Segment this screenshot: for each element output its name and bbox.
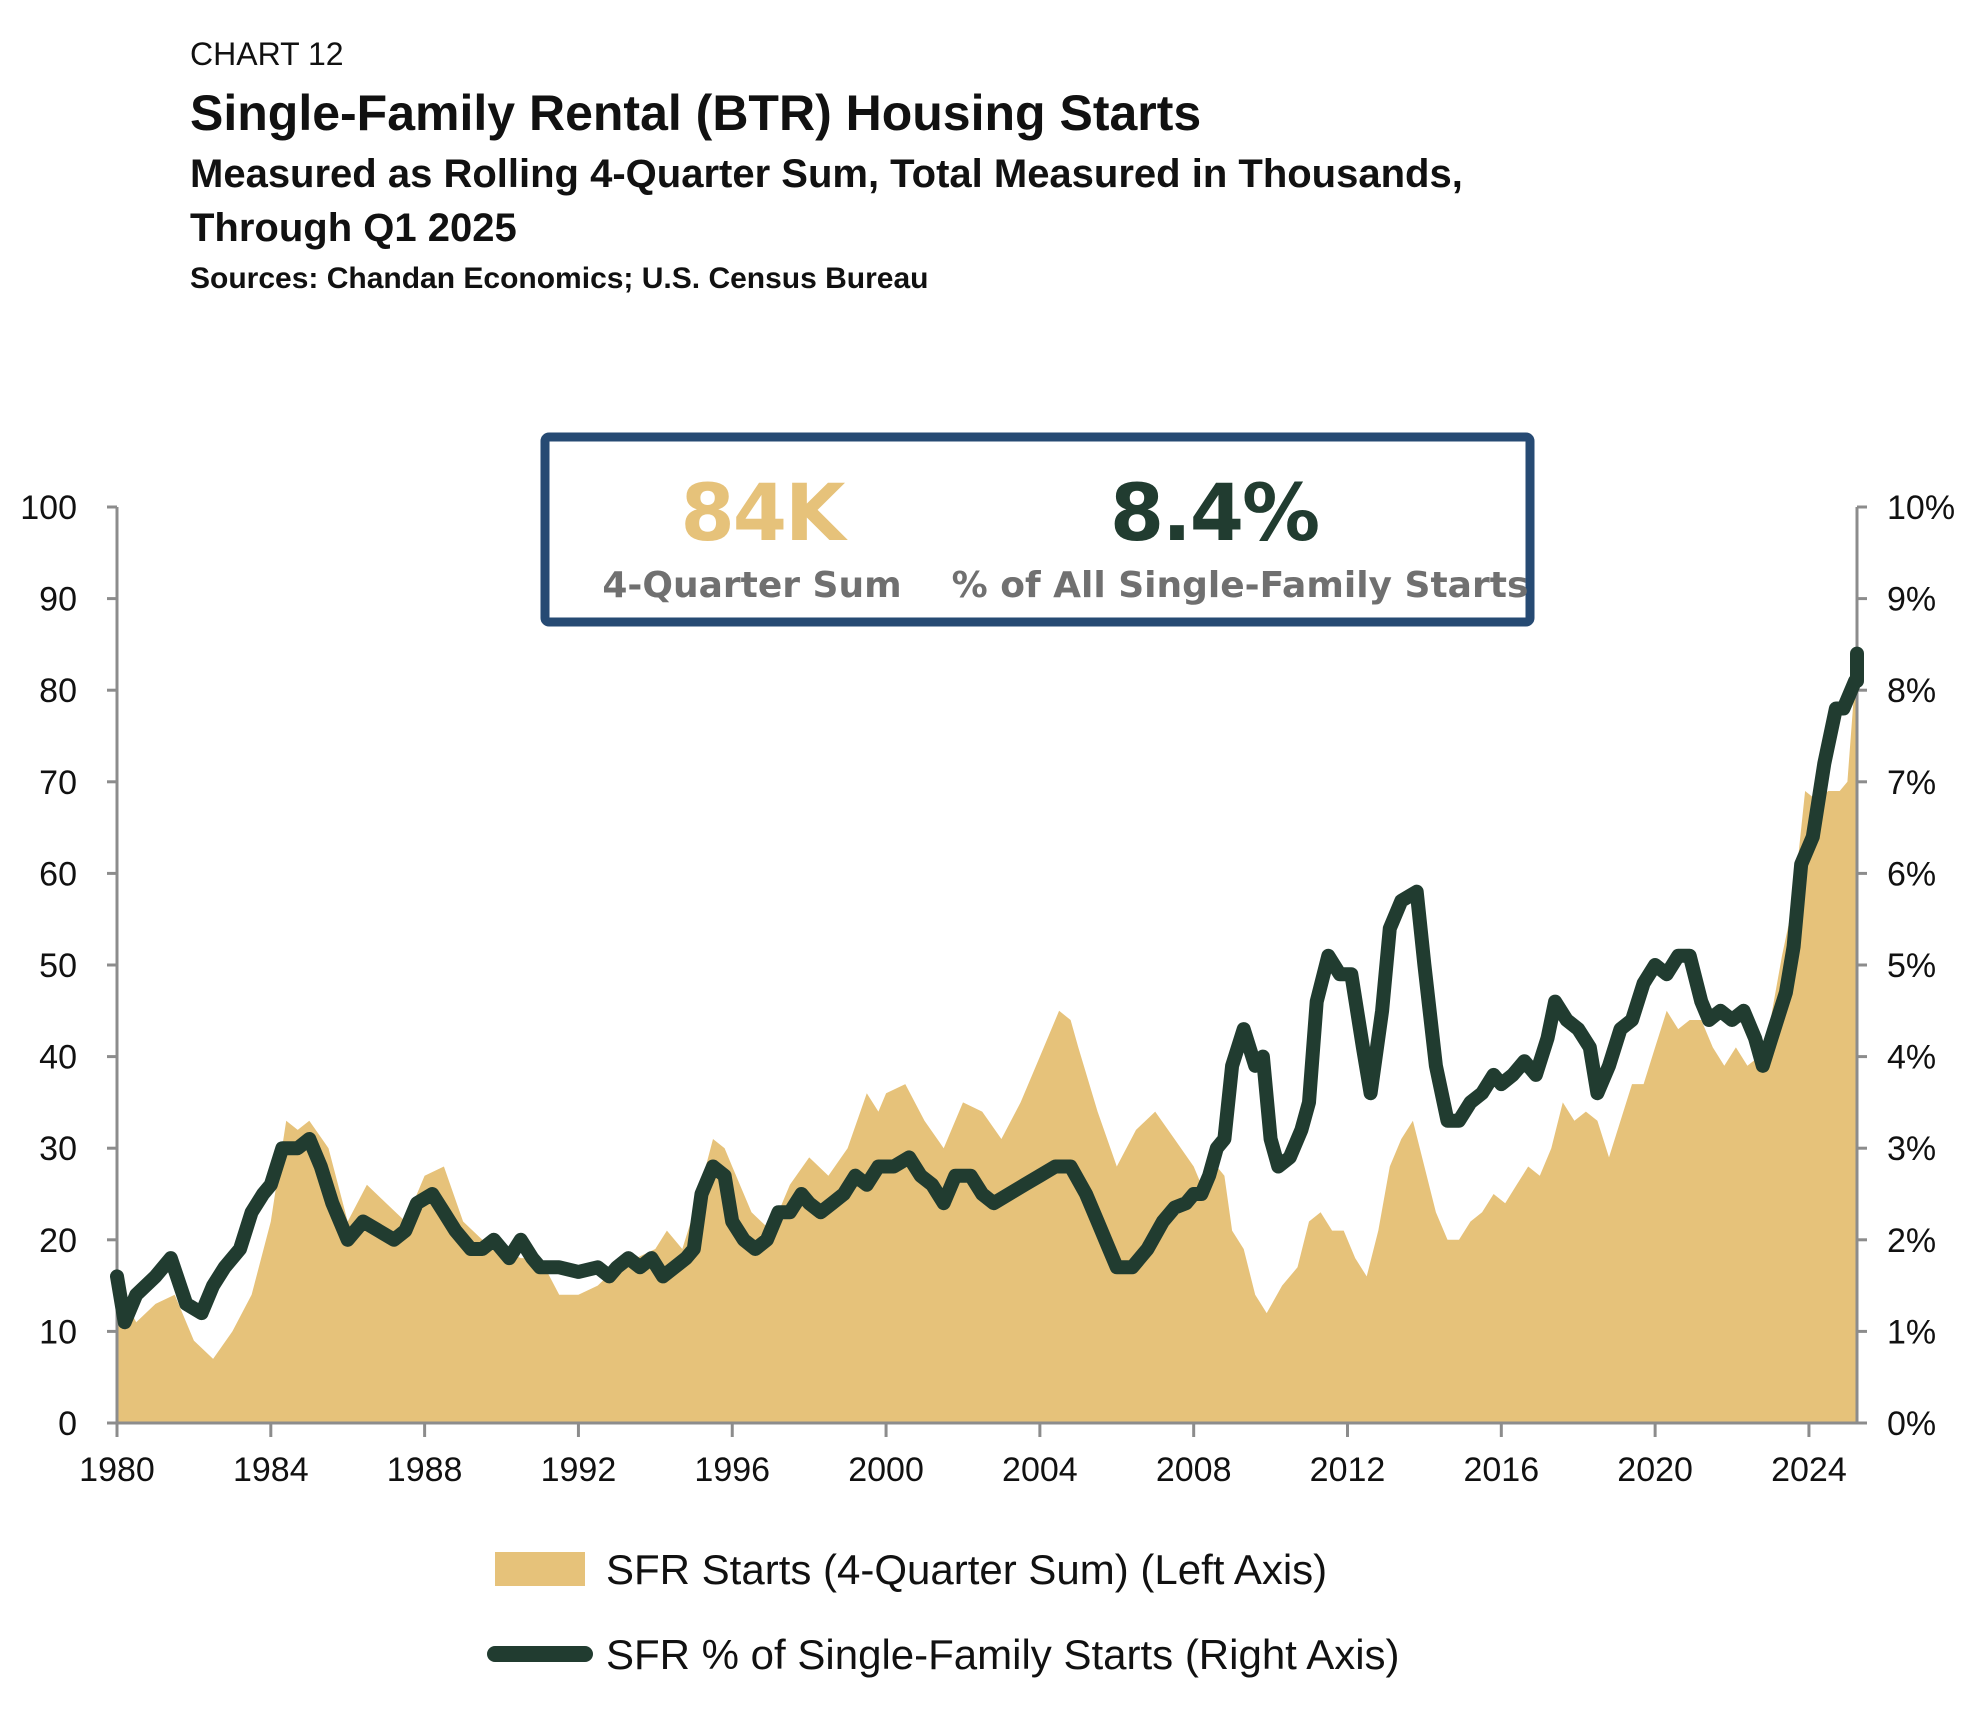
sfr-starts-area	[117, 653, 1857, 1423]
y-right-tick-label: 4%	[1887, 1039, 1936, 1077]
y-left-tick-label: 0	[58, 1405, 77, 1443]
line-series-layer	[110, 646, 1864, 1330]
legend: SFR Starts (4-Quarter Sum) (Left Axis) S…	[487, 1546, 1400, 1678]
y-left-tick-label: 90	[39, 581, 77, 619]
axes-layer: 0 10 20 30 40 50 60 70 80 90 100 0% 1% 2% 3% 4% 5% 6% 7% 8%…	[20, 489, 1955, 1489]
y-left-tick-label: 80	[39, 672, 77, 710]
y-right-tick-label: 3%	[1887, 1130, 1936, 1168]
kpi-box-border	[540, 432, 1535, 627]
y-right-tick-label: 10%	[1887, 489, 1955, 527]
y-left-tick-label: 60	[39, 855, 77, 893]
y-left-tick-label: 70	[39, 764, 77, 802]
x-tick-label: 1980	[79, 1451, 155, 1489]
kpi-box: 84K 4-Quarter Sum 8.4% % of All Single-F…	[540, 432, 1535, 627]
y-left-tick-label: 20	[39, 1222, 77, 1260]
chart-subtitle-line-1: Measured as Rolling 4-Quarter Sum, Total…	[190, 152, 1463, 196]
legend-area-swatch	[495, 1552, 585, 1586]
chart-label: CHART 12	[190, 36, 344, 72]
kpi-4q-sum-value: 84K	[681, 469, 849, 559]
sfr-share-line	[110, 646, 1864, 1330]
kpi-4q-sum-label: 4-Quarter Sum	[602, 565, 901, 606]
x-tick-label: 1992	[541, 1451, 617, 1489]
area-series-layer	[117, 653, 1857, 1423]
x-tick-label: 1996	[694, 1451, 770, 1489]
y-right-tick-label: 1%	[1887, 1313, 1936, 1351]
chart-title: Single-Family Rental (BTR) Housing Start…	[190, 85, 1202, 141]
chart-subtitle-line-2: Through Q1 2025	[190, 206, 517, 250]
y-right-tick-label: 8%	[1887, 672, 1936, 710]
y-left-tick-label: 10	[39, 1313, 77, 1351]
y-left-tick-label: 100	[20, 489, 77, 527]
legend-line-label: SFR % of Single-Family Starts (Right Axi…	[606, 1631, 1400, 1678]
x-tick-label: 2000	[848, 1451, 924, 1489]
kpi-share-value: 8.4%	[1110, 469, 1318, 559]
y-right-tick-label: 5%	[1887, 947, 1936, 985]
x-tick-label: 2008	[1156, 1451, 1232, 1489]
y-right-tick-label: 7%	[1887, 764, 1936, 802]
chart-sources: Sources: Chandan Economics; U.S. Census …	[190, 262, 929, 295]
x-tick-label: 2024	[1771, 1451, 1847, 1489]
y-left-tick-label: 50	[39, 947, 77, 985]
kpi-share-label: % of All Single-Family Starts	[952, 565, 1529, 606]
y-right-tick-label: 9%	[1887, 581, 1936, 619]
x-tick-label: 1984	[233, 1451, 309, 1489]
y-right-tick-label: 0%	[1887, 1405, 1936, 1443]
y-right-tick-label: 2%	[1887, 1222, 1936, 1260]
x-tick-label: 2016	[1463, 1451, 1539, 1489]
x-tick-label: 2020	[1617, 1451, 1693, 1489]
y-left-tick-label: 40	[39, 1039, 77, 1077]
x-tick-label: 2004	[1002, 1451, 1078, 1489]
legend-area-label: SFR Starts (4-Quarter Sum) (Left Axis)	[606, 1546, 1327, 1593]
x-tick-label: 1988	[387, 1451, 463, 1489]
x-tick-label: 2012	[1310, 1451, 1386, 1489]
y-right-tick-label: 6%	[1887, 855, 1936, 893]
y-left-tick-label: 30	[39, 1130, 77, 1168]
